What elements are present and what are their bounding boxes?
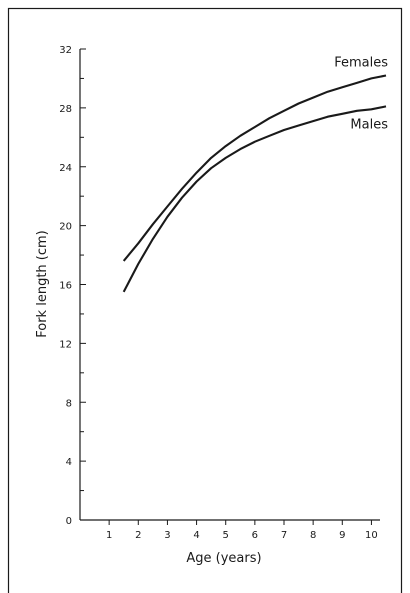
y-axis-label: Fork length (cm) [35, 230, 50, 338]
x-tick-label: 8 [310, 530, 316, 541]
y-tick-label: 24 [59, 163, 72, 174]
y-tick-label: 0 [66, 516, 72, 527]
x-tick-label: 10 [365, 530, 378, 541]
y-tick-label: 16 [59, 281, 72, 292]
x-tick-label: 5 [223, 530, 229, 541]
y-tick-label: 28 [59, 104, 72, 115]
y-tick-label: 12 [59, 339, 72, 350]
series-label-males: Males [350, 117, 388, 132]
series-line-males [122, 105, 387, 293]
x-tick-label: 6 [252, 530, 258, 541]
x-tick-label: 1 [106, 530, 112, 541]
x-tick-label: 7 [281, 530, 287, 541]
figure-border [7, 7, 403, 593]
series-layer: Females Males [122, 55, 388, 293]
x-tick-label: 9 [339, 530, 345, 541]
x-tick-label: 4 [193, 530, 199, 541]
y-tick-label: 32 [59, 45, 72, 56]
series-label-females: Females [334, 55, 388, 70]
y-tick-label: 20 [59, 222, 72, 233]
series-line-females [122, 74, 387, 262]
x-tick-label: 3 [164, 530, 170, 541]
y-tick-label: 4 [66, 457, 72, 468]
x-axis-label: Age (years) [186, 551, 261, 566]
y-tick-label: 8 [66, 398, 72, 409]
x-tick-label: 2 [135, 530, 141, 541]
